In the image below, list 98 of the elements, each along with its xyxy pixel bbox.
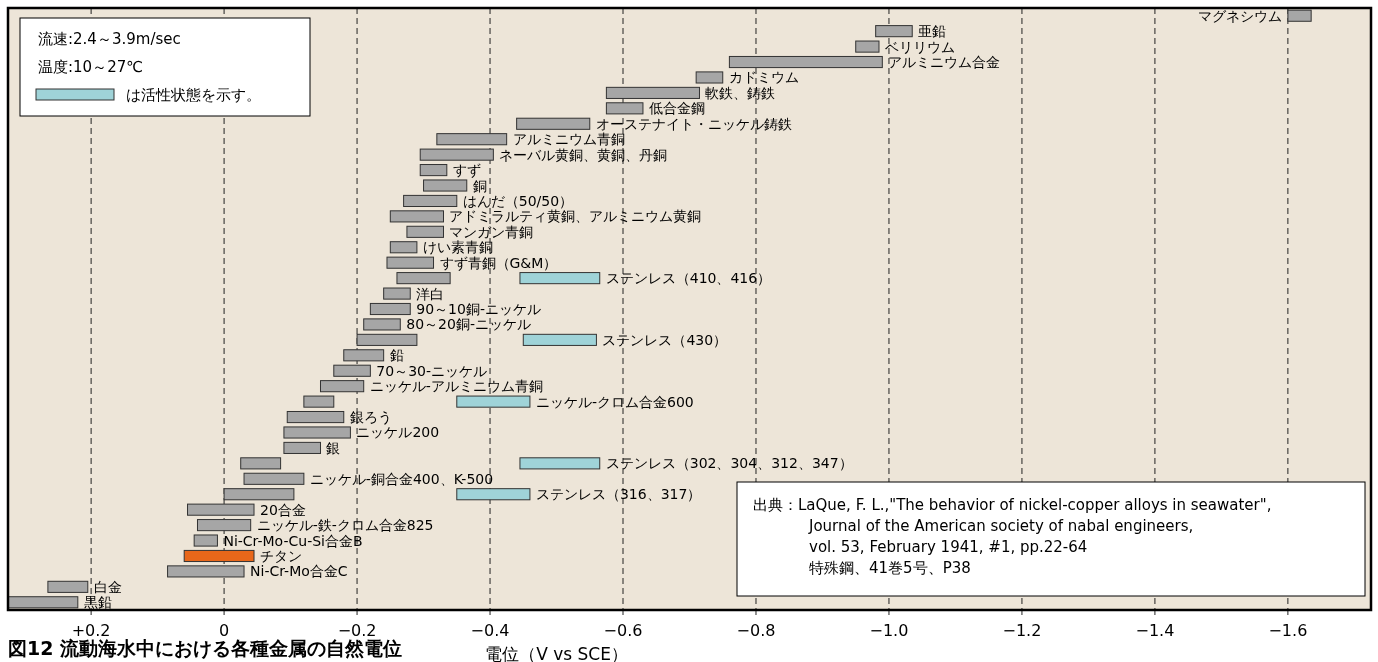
annotation: 出典：LaQue, F. L.,"The behavior of nickel-copper alloys in seawater", Journal of the American society of nabal engineers, vol. 53, February 1941, #1, pp.22-64 特殊鋼、41巻5号、P38 bbox=[753, 496, 1272, 577]
y-tick-label: ニッケル200 bbox=[356, 424, 440, 441]
y-tick-label: マグネシウム bbox=[1197, 7, 1282, 24]
y-tick-label: 鉛 bbox=[389, 347, 404, 364]
y-tick-label: けい素青銅 bbox=[422, 239, 493, 256]
bar bbox=[363, 318, 401, 331]
y-tick-label: すず青銅（G&M） bbox=[439, 254, 558, 271]
y-tick-label: 黒鉛 bbox=[83, 594, 112, 611]
bar bbox=[386, 256, 435, 269]
y-tick-label: すず bbox=[452, 162, 481, 179]
bar bbox=[389, 241, 418, 254]
x-tick-label: 0 bbox=[218, 621, 230, 640]
bar bbox=[223, 488, 295, 501]
bar bbox=[369, 302, 411, 316]
bar bbox=[187, 503, 255, 516]
y-tick-label: ベリリウム bbox=[884, 38, 955, 55]
y-tick-label: ステンレス（430） bbox=[602, 331, 728, 348]
bar bbox=[423, 179, 468, 192]
y-tick-label: 軟鉄、鋳鉄 bbox=[705, 84, 776, 101]
y-tick-label: 70～30-ニッケル bbox=[376, 362, 488, 379]
x-tick-label: −1.6 bbox=[1268, 621, 1308, 640]
x-tick-label: −1.0 bbox=[869, 621, 909, 640]
bar bbox=[286, 410, 345, 424]
x-tick-label: −0.4 bbox=[470, 621, 510, 640]
bar bbox=[436, 133, 508, 146]
text: 図12 流動海水中における各種金属の自然電位 bbox=[8, 637, 403, 659]
y-tick-label: チタン bbox=[260, 547, 302, 564]
y-tick-label: 20合金 bbox=[260, 501, 306, 518]
bar bbox=[519, 457, 601, 470]
bar bbox=[605, 102, 644, 115]
bar bbox=[303, 395, 335, 408]
y-tick-label: 白金 bbox=[93, 578, 122, 595]
y-tick-label: 洋白 bbox=[416, 285, 445, 302]
bar bbox=[193, 534, 218, 547]
legend: 流速:2.4～3.9m/sec 温度:10～27℃ は活性状態を示す。 bbox=[19, 17, 311, 117]
x-tick-label: −0.2 bbox=[337, 621, 377, 640]
x-tick-label: −1.2 bbox=[1002, 621, 1042, 640]
bar bbox=[403, 194, 458, 208]
x-tick-label: −1.4 bbox=[1135, 621, 1175, 640]
bar bbox=[343, 349, 385, 362]
x-tick-label: −0.8 bbox=[736, 621, 776, 640]
y-tick-label: Ni-Cr-Mo合金C bbox=[250, 563, 348, 580]
y-tick-label: オーステナイト・ニッケル鋳鉄 bbox=[595, 115, 792, 132]
bar bbox=[522, 333, 597, 346]
bar bbox=[519, 272, 601, 285]
bar bbox=[240, 457, 282, 470]
bar bbox=[396, 272, 451, 285]
bar bbox=[333, 364, 371, 377]
y-tick-label: ネーバル黄銅、黄銅、丹銅 bbox=[499, 146, 668, 163]
y-tick-label: アルミニウム合金 bbox=[888, 54, 1001, 71]
y-tick-label: 銅 bbox=[472, 177, 487, 194]
bar bbox=[167, 565, 245, 578]
bar bbox=[605, 86, 700, 99]
y-tick-label: 低合金鋼 bbox=[648, 100, 705, 117]
y-tick-label: 銀ろう bbox=[349, 409, 392, 426]
bar bbox=[516, 117, 591, 130]
bar bbox=[283, 441, 321, 454]
x-tick-label: −0.6 bbox=[603, 621, 643, 640]
bar bbox=[419, 148, 494, 161]
bar bbox=[695, 71, 724, 84]
y-tick-label: ニッケル-クロム合金600 bbox=[535, 393, 694, 410]
y-tick-label: ニッケル-アルミニウム青銅 bbox=[369, 378, 543, 395]
y-tick-label: 90～10銅-ニッケル bbox=[416, 301, 541, 317]
legend-title: 流速:2.4～3.9m/sec 温度:10～27℃ bbox=[38, 30, 181, 76]
bar bbox=[406, 225, 444, 238]
bar bbox=[389, 210, 444, 223]
bar bbox=[243, 472, 305, 485]
y-tick-label: マンガン青銅 bbox=[449, 223, 534, 240]
bar bbox=[7, 596, 79, 609]
bar bbox=[183, 549, 255, 563]
y-tick-label: ステンレス（302、304、312、347） bbox=[605, 455, 853, 472]
bar bbox=[196, 519, 252, 532]
y-tick-label: カドミウム bbox=[728, 69, 799, 86]
bar bbox=[319, 380, 365, 393]
bar bbox=[728, 55, 883, 69]
y-tick-label: はんだ（50/50） bbox=[462, 192, 574, 209]
bar bbox=[283, 426, 351, 439]
y-tick-label: アルミニウム青銅 bbox=[512, 131, 625, 148]
y-tick-label: 亜鉛 bbox=[918, 23, 947, 40]
bar bbox=[383, 287, 411, 300]
y-tick-label: ステンレス（316、317） bbox=[535, 486, 702, 503]
annotation: 出典：LaQue, F. L.,"The behavior of nickel-copper alloys in seawater", Journal of the American society of nabal engineers, vol. 53, February 1941, #1, pp.22-64 特殊鋼、41巻5号、P38 bbox=[736, 481, 1366, 597]
y-tick-label: アドミラルティ黄銅、アルミニウム黄銅 bbox=[449, 208, 702, 225]
x-tick-label: +0.2 bbox=[71, 621, 111, 640]
bar bbox=[356, 333, 418, 346]
y-tick-label: 80～20銅-ニッケル bbox=[406, 316, 531, 333]
y-tick-label: ステンレス（410、416） bbox=[605, 270, 772, 287]
y-tick-label: 銀 bbox=[326, 439, 341, 456]
y-tick-label: Ni-Cr-Mo-Cu-Si合金B bbox=[223, 532, 363, 549]
bar bbox=[855, 40, 880, 53]
bar bbox=[1287, 9, 1312, 22]
y-tick-label: ニッケル-鉄-クロム合金825 bbox=[256, 517, 434, 534]
bar bbox=[456, 488, 531, 501]
bar bbox=[419, 164, 448, 177]
bar bbox=[47, 580, 89, 593]
bar bbox=[456, 395, 531, 408]
bar bbox=[875, 25, 913, 38]
y-tick-label: ニッケル-銅合金400、K-500 bbox=[309, 470, 494, 487]
